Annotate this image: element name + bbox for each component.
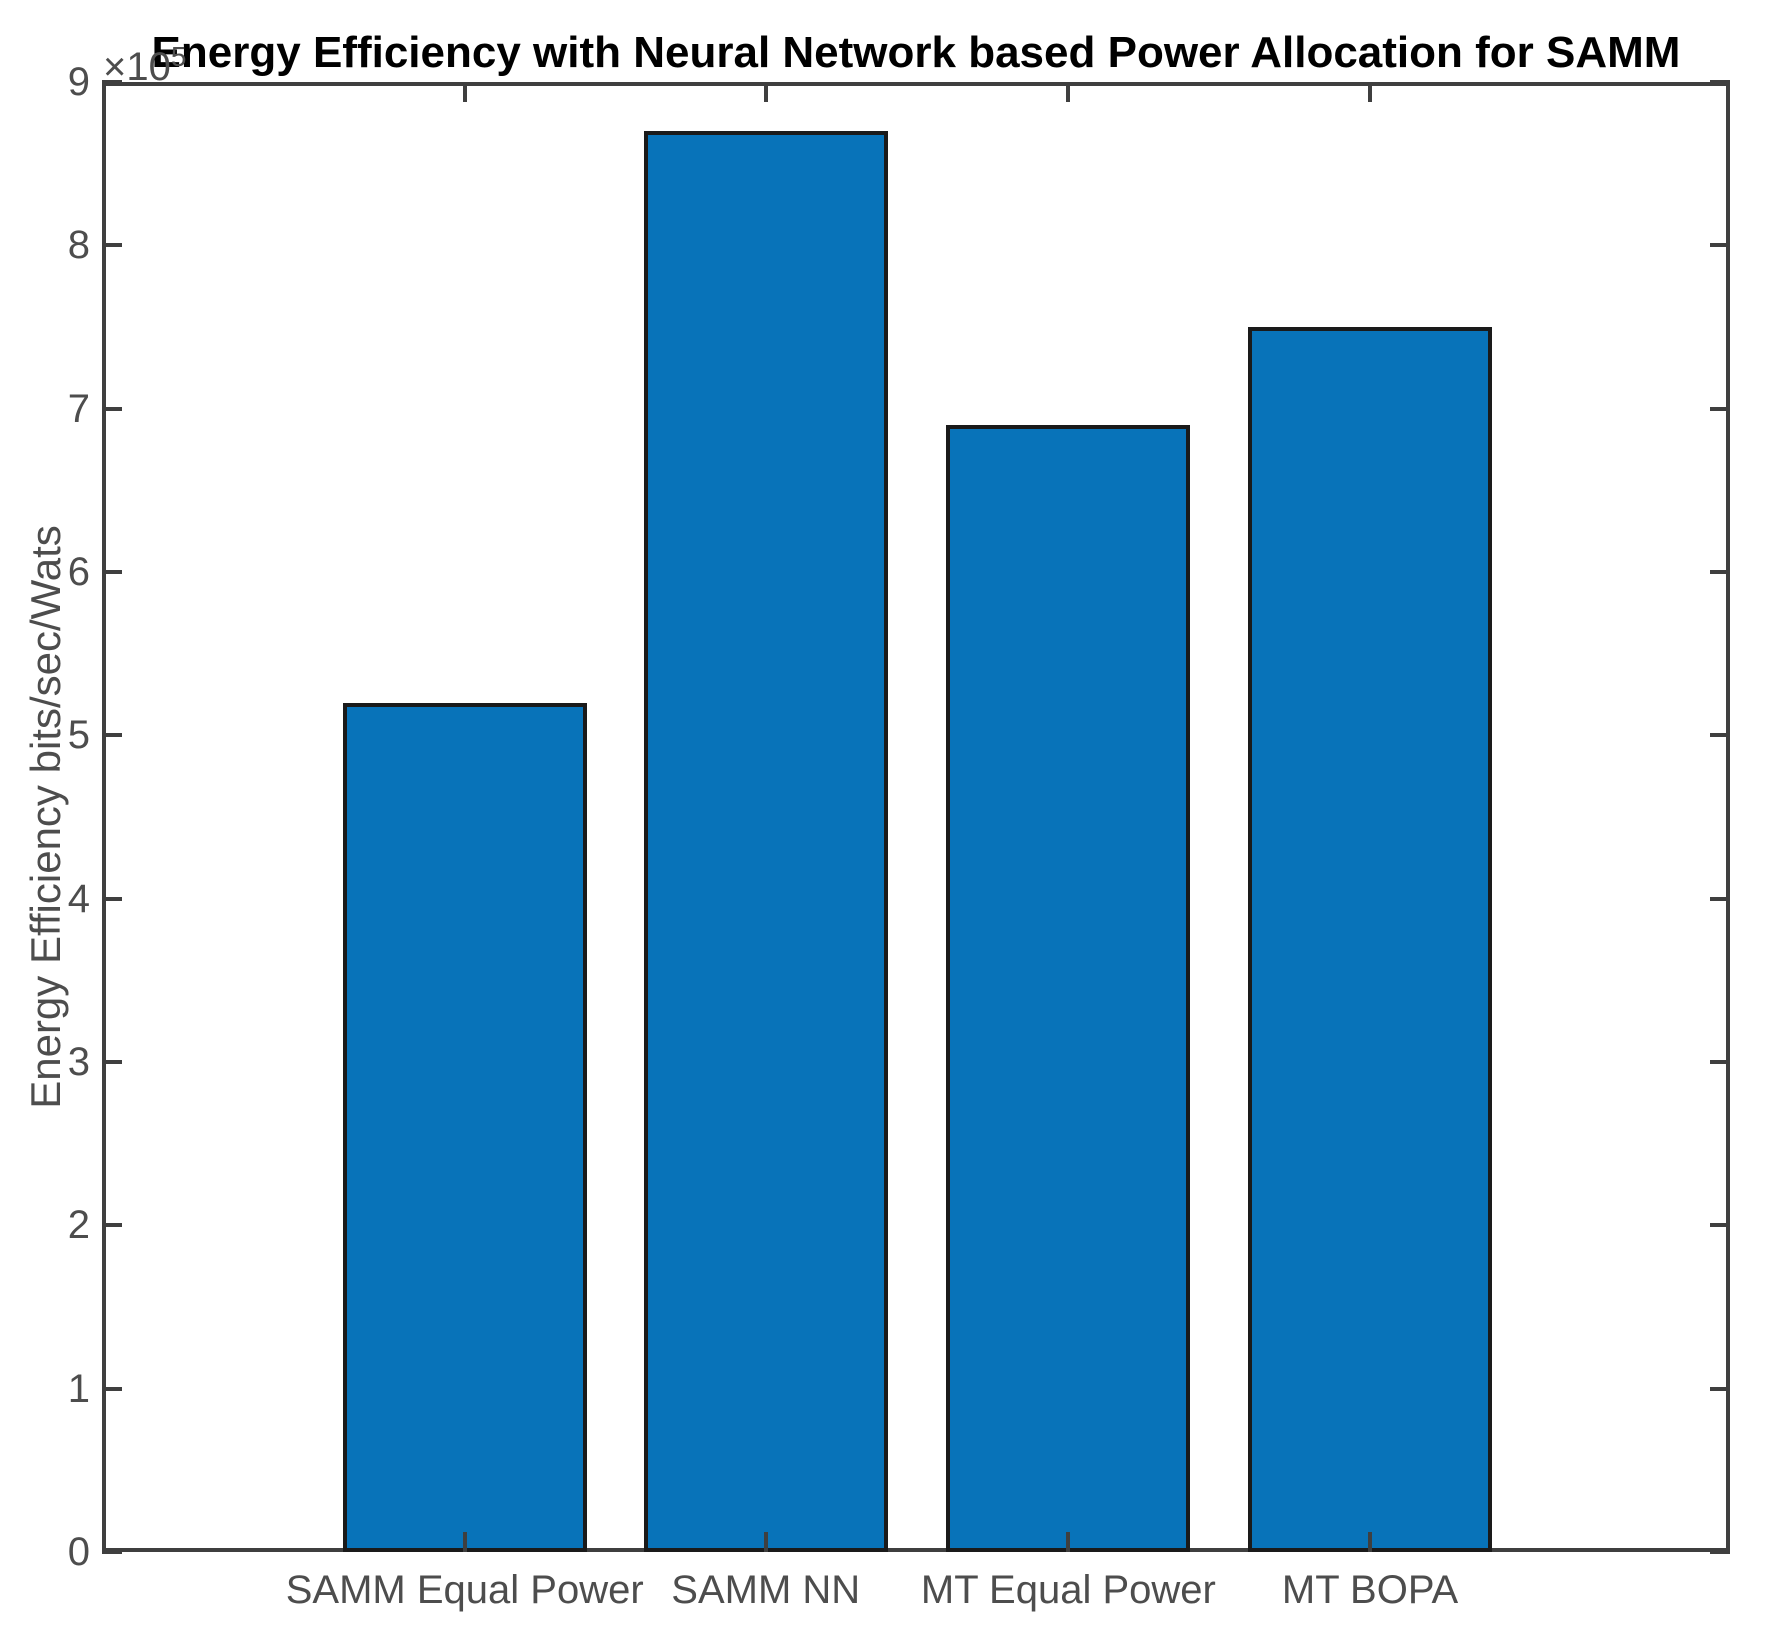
y-tick-left <box>102 243 122 248</box>
y-tick-left <box>102 1223 122 1228</box>
y-tick-right <box>1710 1386 1730 1391</box>
y-tick-left <box>102 80 122 84</box>
x-tick-bottom <box>1066 1532 1071 1552</box>
y-tick-left <box>102 733 122 738</box>
y-tick-right <box>1710 1223 1730 1228</box>
x-tick-bottom <box>462 1532 467 1552</box>
y-tick-left <box>102 570 122 574</box>
y-tick-left <box>102 1550 122 1554</box>
y-tick-label: 3 <box>67 1040 90 1084</box>
y-tick-left <box>102 1060 122 1064</box>
y-tick-right <box>1710 896 1730 901</box>
y-tick-right <box>1710 733 1730 738</box>
x-tick-bottom <box>763 1532 768 1552</box>
bar-mt-bopa <box>1248 327 1493 1552</box>
y-tick-right <box>1710 1060 1730 1064</box>
x-tick-label-samm-nn: SAMM NN <box>671 1568 861 1612</box>
y-tick-left <box>102 896 122 901</box>
x-tick-label-samm-equal-power: SAMM Equal Power <box>285 1568 644 1612</box>
x-tick-top <box>462 82 467 102</box>
y-tick-label: 0 <box>67 1530 90 1574</box>
y-tick-left <box>102 406 122 411</box>
y-tick-right <box>1710 80 1730 84</box>
y-tick-right <box>1710 570 1730 574</box>
y-tick-label: 1 <box>67 1366 90 1411</box>
x-tick-label-mt-equal-power: MT Equal Power <box>920 1568 1216 1612</box>
x-tick-bottom <box>1368 1532 1373 1552</box>
bar-samm-nn <box>643 131 888 1552</box>
y-axis-multiplier-exponent: 5 <box>170 41 187 72</box>
x-tick-top <box>1066 82 1071 102</box>
y-tick-label: 7 <box>67 386 90 431</box>
y-tick-label: 4 <box>67 876 90 921</box>
y-tick-label: 6 <box>67 550 90 594</box>
chart-title: Energy Efficiency with Neural Network ba… <box>151 28 1681 77</box>
x-tick-top <box>763 82 768 102</box>
y-tick-right <box>1710 1550 1730 1554</box>
y-tick-label: 2 <box>67 1203 90 1248</box>
y-tick-label: 8 <box>67 223 90 268</box>
y-tick-label: 9 <box>67 60 90 104</box>
y-tick-left <box>102 1386 122 1391</box>
x-tick-top <box>1368 82 1373 102</box>
y-tick-right <box>1710 406 1730 411</box>
x-tick-label-mt-bopa: MT BOPA <box>1281 1568 1459 1612</box>
bar-mt-equal-power <box>946 425 1191 1552</box>
y-axis-label: Energy Efficiency bits/sec/Wats <box>22 525 69 1109</box>
bar-samm-equal-power <box>342 702 587 1552</box>
y-tick-label: 5 <box>67 713 90 758</box>
y-tick-right <box>1710 243 1730 248</box>
